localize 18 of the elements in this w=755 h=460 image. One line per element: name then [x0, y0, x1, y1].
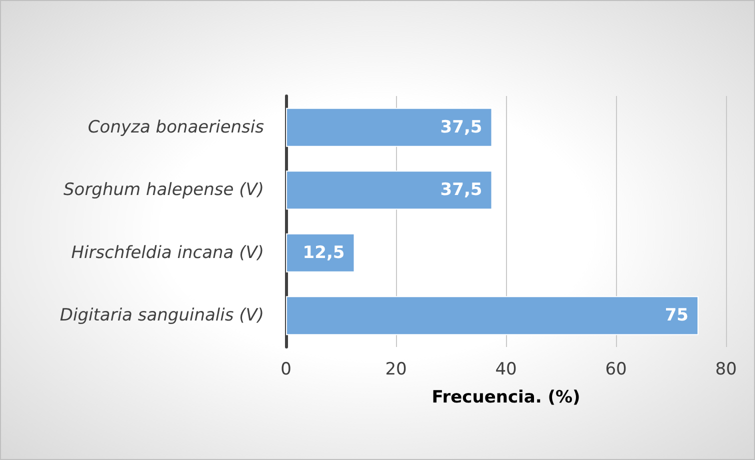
bar — [286, 170, 492, 210]
bar — [286, 296, 698, 336]
x-tick-label: 80 — [715, 360, 737, 380]
data-label: 12,5 — [302, 242, 345, 263]
y-tick-label: Conyza bonaeriensis — [88, 117, 264, 138]
x-tick-label: 40 — [495, 360, 517, 380]
y-tick-label: Hirschfeldia incana (V) — [71, 242, 264, 263]
data-label: 75 — [664, 306, 688, 326]
y-tick-label: Sorghum halepense (V) — [64, 180, 264, 200]
x-tick-label: 20 — [385, 360, 407, 380]
x-tick-label: 0 — [280, 360, 292, 380]
bar — [286, 108, 492, 147]
bar — [286, 233, 355, 272]
x-axis-title: Frecuencia. (%) — [432, 388, 580, 408]
data-label: 37,5 — [440, 180, 482, 200]
x-tick-label: 60 — [605, 360, 627, 380]
y-tick-label: Digitaria sanguinalis (V) — [60, 306, 264, 326]
data-label: 37,5 — [440, 117, 482, 138]
